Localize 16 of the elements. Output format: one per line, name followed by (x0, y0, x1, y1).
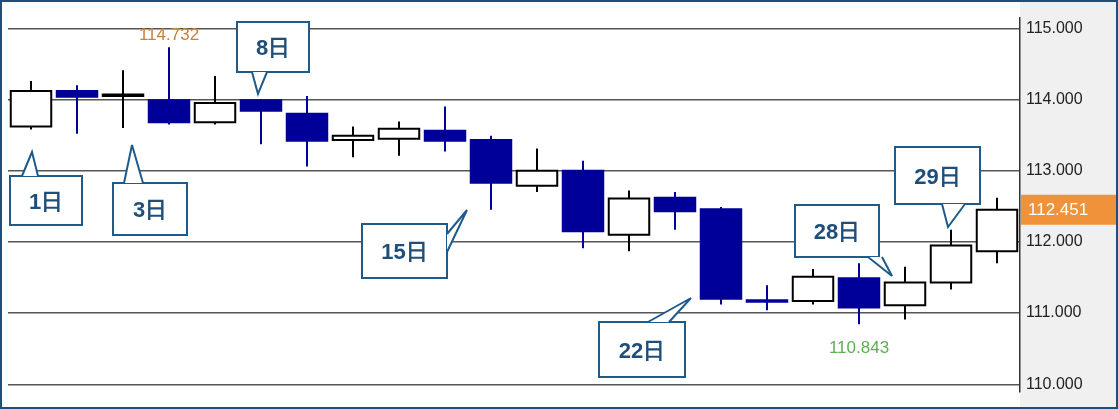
annotation: 1日 (28, 188, 64, 214)
annotation: 22日 (618, 337, 666, 363)
annotation: 15日 (381, 239, 428, 264)
annotation: 8日 (255, 35, 291, 60)
y-tick-label: 112.000 (1026, 232, 1083, 250)
y-tick-label: 111.000 (1026, 303, 1082, 321)
annotation: 3日 (132, 197, 168, 222)
annotation: 29日 (914, 163, 961, 189)
y-tick-label: 115.000 (1026, 18, 1083, 36)
text: 112.451 (1028, 200, 1089, 220)
y-tick-label: 110.000 (1026, 374, 1083, 392)
y-tick-label: 114.000 (1026, 89, 1083, 107)
y-tick-label: 113.000 (1026, 161, 1083, 179)
annotation: 110.843 (828, 337, 890, 357)
annotation: 28日 (813, 219, 861, 244)
annotation: 114.732 (138, 25, 200, 45)
